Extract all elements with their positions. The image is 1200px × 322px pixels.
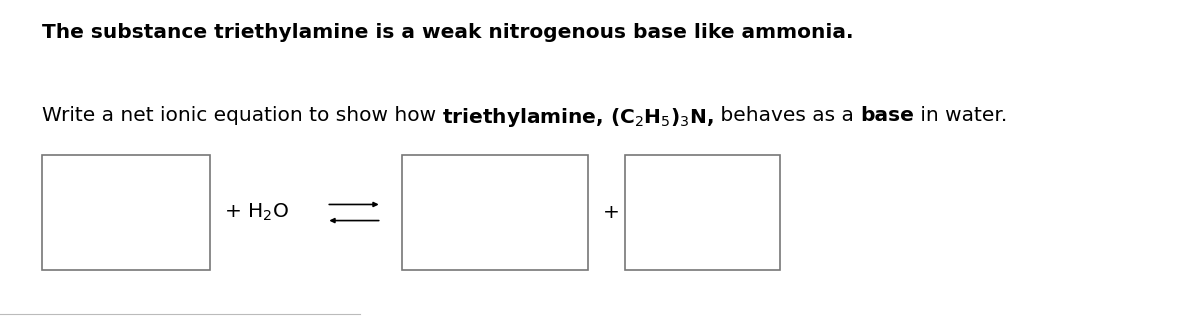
Text: triethylamine, (C$_2$H$_5$)$_3$N,: triethylamine, (C$_2$H$_5$)$_3$N,	[443, 106, 714, 129]
Text: Write a net ionic equation to show how: Write a net ionic equation to show how	[42, 106, 443, 125]
Text: +: +	[602, 203, 619, 222]
Text: The substance triethylamine is a weak nitrogenous base like ammonia.: The substance triethylamine is a weak ni…	[42, 23, 853, 42]
Text: behaves as a: behaves as a	[714, 106, 860, 125]
Text: + H$_2$O: + H$_2$O	[224, 202, 289, 223]
Text: base: base	[860, 106, 914, 125]
Text: in water.: in water.	[914, 106, 1008, 125]
